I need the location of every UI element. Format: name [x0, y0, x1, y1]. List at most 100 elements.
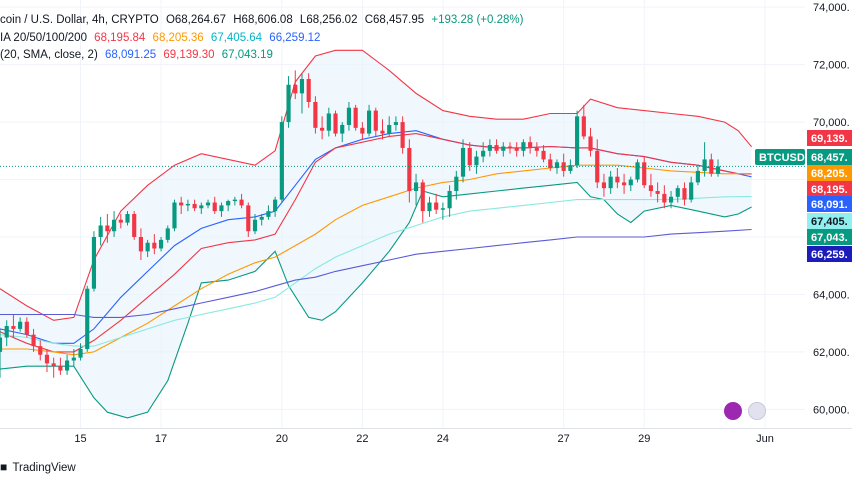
candle-body [320, 127, 325, 131]
x-tick-label: 22 [356, 433, 368, 445]
price-tag-6: 67,043. [807, 229, 852, 245]
header-line-ma: IA 20/50/100/200 68,195.84 68,205.36 67,… [0, 31, 324, 45]
candle-45 [299, 73, 305, 114]
price-tag-2: 68,205. [807, 165, 852, 181]
price-tag-3: 68,195. [807, 181, 852, 197]
candle-69 [460, 139, 466, 183]
candle-body [682, 188, 687, 200]
candle-24 [158, 236, 164, 252]
price-tag-7: 66,259. [807, 246, 852, 262]
y-tick-label: 62,000. [813, 347, 850, 359]
lightning-icon[interactable] [724, 402, 742, 420]
candle-body [219, 205, 224, 212]
candle-body [588, 136, 593, 151]
y-tick-label: 72,000. [813, 60, 850, 72]
candle-body [138, 236, 144, 252]
change-value: +193.28 (+0.28%) [431, 14, 524, 26]
candle-body [548, 159, 553, 169]
candle-body [474, 156, 479, 166]
candle-35 [232, 196, 237, 206]
candle-body [608, 176, 613, 189]
candle-body [581, 116, 586, 137]
candle-body [172, 202, 177, 229]
candle-4 [24, 317, 29, 338]
price-tag-label: 66,259. [811, 249, 848, 261]
price-tag-box [807, 229, 852, 245]
candle-63 [420, 179, 425, 223]
header-line-symbol: coin / U.S. Dollar, 4h, CRYPTO O68,264.6… [0, 13, 527, 27]
candle-body [299, 78, 305, 94]
candle-36 [239, 193, 244, 209]
candle-body [507, 146, 513, 148]
candle-body [668, 196, 674, 203]
candle-body [313, 101, 318, 128]
y-tick-label: 60,000. [813, 404, 850, 416]
x-tick-label: 20 [276, 433, 288, 445]
candle-body [125, 214, 130, 223]
candle-body [353, 107, 358, 128]
candle-73 [487, 139, 492, 157]
price-tag-label: 68,195. [811, 184, 848, 196]
candle-81 [541, 145, 546, 163]
x-tick-label: 17 [155, 433, 167, 445]
candle-body [642, 162, 647, 186]
candle-83 [554, 159, 560, 174]
candle-44 [293, 70, 298, 100]
candle-47 [313, 96, 318, 134]
candle-body [205, 202, 211, 206]
candle-55 [366, 104, 372, 137]
high-value: H68,606.08 [233, 14, 293, 26]
candle-101 [675, 185, 680, 203]
price-tag-box [807, 181, 852, 197]
candle-78 [521, 139, 526, 157]
candle-body [246, 205, 251, 232]
candle-77 [514, 142, 519, 157]
candle-90 [601, 173, 607, 197]
price-tag-0: 69,139. [807, 130, 852, 146]
candle-19 [125, 211, 130, 226]
candle-body [51, 363, 56, 367]
candle-18 [118, 214, 123, 229]
candle-14 [91, 231, 97, 292]
candle-body [158, 239, 164, 249]
candle-body [212, 202, 217, 212]
candle-body [467, 147, 472, 166]
candle-42 [279, 116, 284, 203]
candle-body [635, 162, 640, 180]
candle-107 [715, 159, 721, 177]
candle-13 [85, 285, 90, 352]
line-ma200 [0, 228, 752, 318]
candle-56 [373, 107, 378, 137]
candle-29 [192, 199, 197, 212]
line-bb_lower [0, 181, 752, 419]
candle-body [440, 208, 445, 210]
candle-body [695, 170, 700, 183]
indicator-lines [0, 49, 753, 419]
candle-104 [695, 165, 700, 186]
open-value: O68,264.67 [165, 14, 227, 26]
candle-body [521, 142, 526, 151]
header-line-bb: (20, SMA, close, 2) 68,091.25 69,139.30 … [0, 48, 277, 62]
candle-39 [259, 214, 264, 226]
candle-43 [286, 76, 291, 128]
us-flag-icon[interactable] [748, 402, 767, 420]
candle-body [534, 147, 539, 151]
candle-body [4, 326, 9, 338]
symbol-title: coin / U.S. Dollar, 4h, CRYPTO [0, 14, 159, 26]
x-tick-label: 29 [638, 433, 650, 445]
candle-34 [226, 199, 231, 212]
price-tag-box [807, 149, 852, 165]
candle-body [31, 334, 36, 347]
candle-15 [98, 216, 103, 246]
candle-16 [105, 214, 110, 243]
price-tag-box [807, 196, 852, 212]
candle-body [615, 176, 620, 183]
candle-body [514, 147, 519, 151]
candle-79 [528, 136, 533, 154]
candle-body [628, 179, 633, 186]
candle-body [387, 124, 392, 134]
candle-41 [273, 196, 278, 217]
candle-27 [179, 196, 184, 214]
candle-72 [481, 142, 486, 163]
